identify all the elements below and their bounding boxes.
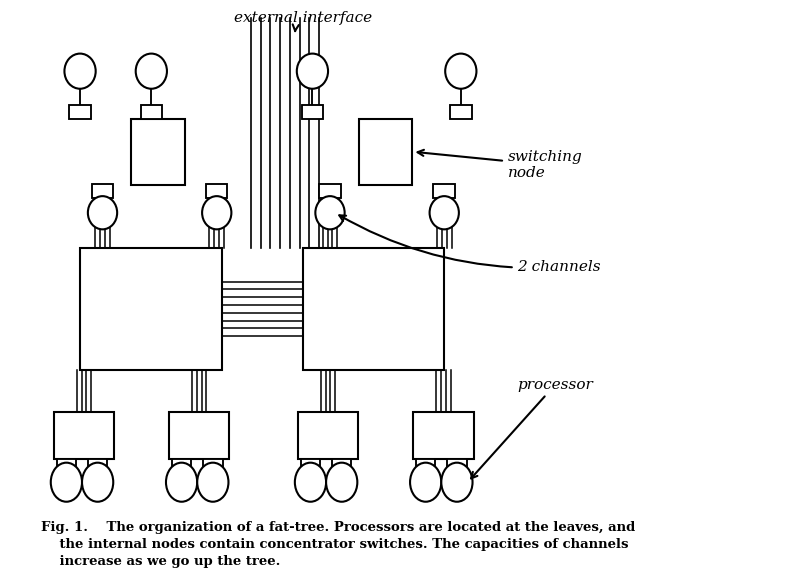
Text: external interface: external interface (234, 11, 371, 31)
Bar (172, 459, 191, 472)
Bar (88, 459, 107, 472)
Ellipse shape (442, 463, 472, 502)
Bar (206, 184, 227, 198)
Ellipse shape (82, 463, 113, 502)
Bar (203, 459, 223, 472)
Ellipse shape (326, 463, 357, 502)
Bar (303, 248, 444, 370)
Bar (416, 459, 435, 472)
Ellipse shape (445, 54, 476, 89)
Bar (332, 459, 352, 472)
Bar (69, 106, 91, 119)
Ellipse shape (316, 196, 345, 229)
Text: Fig. 1.    The organization of a fat-tree. Processors are located at the leaves,: Fig. 1. The organization of a fat-tree. … (41, 521, 635, 568)
Ellipse shape (198, 463, 228, 502)
Ellipse shape (430, 196, 459, 229)
Bar (434, 184, 455, 198)
Bar (447, 459, 467, 472)
Bar (54, 412, 114, 459)
Ellipse shape (51, 463, 82, 502)
Bar (359, 119, 412, 185)
Bar (57, 459, 76, 472)
Bar (131, 119, 185, 185)
Bar (92, 184, 113, 198)
Ellipse shape (202, 196, 231, 229)
Ellipse shape (135, 54, 167, 89)
Ellipse shape (88, 196, 117, 229)
Ellipse shape (297, 54, 328, 89)
Bar (80, 248, 222, 370)
Ellipse shape (65, 54, 96, 89)
Ellipse shape (166, 463, 198, 502)
Bar (301, 106, 323, 119)
Text: processor: processor (471, 378, 593, 479)
Bar (141, 106, 162, 119)
Ellipse shape (295, 463, 326, 502)
Bar (320, 184, 341, 198)
Bar (297, 412, 358, 459)
Bar (169, 412, 230, 459)
Bar (413, 412, 474, 459)
Text: switching
node: switching node (418, 150, 582, 180)
Bar (450, 106, 471, 119)
Text: 2 channels: 2 channels (339, 215, 601, 275)
Ellipse shape (410, 463, 442, 502)
Bar (301, 459, 320, 472)
